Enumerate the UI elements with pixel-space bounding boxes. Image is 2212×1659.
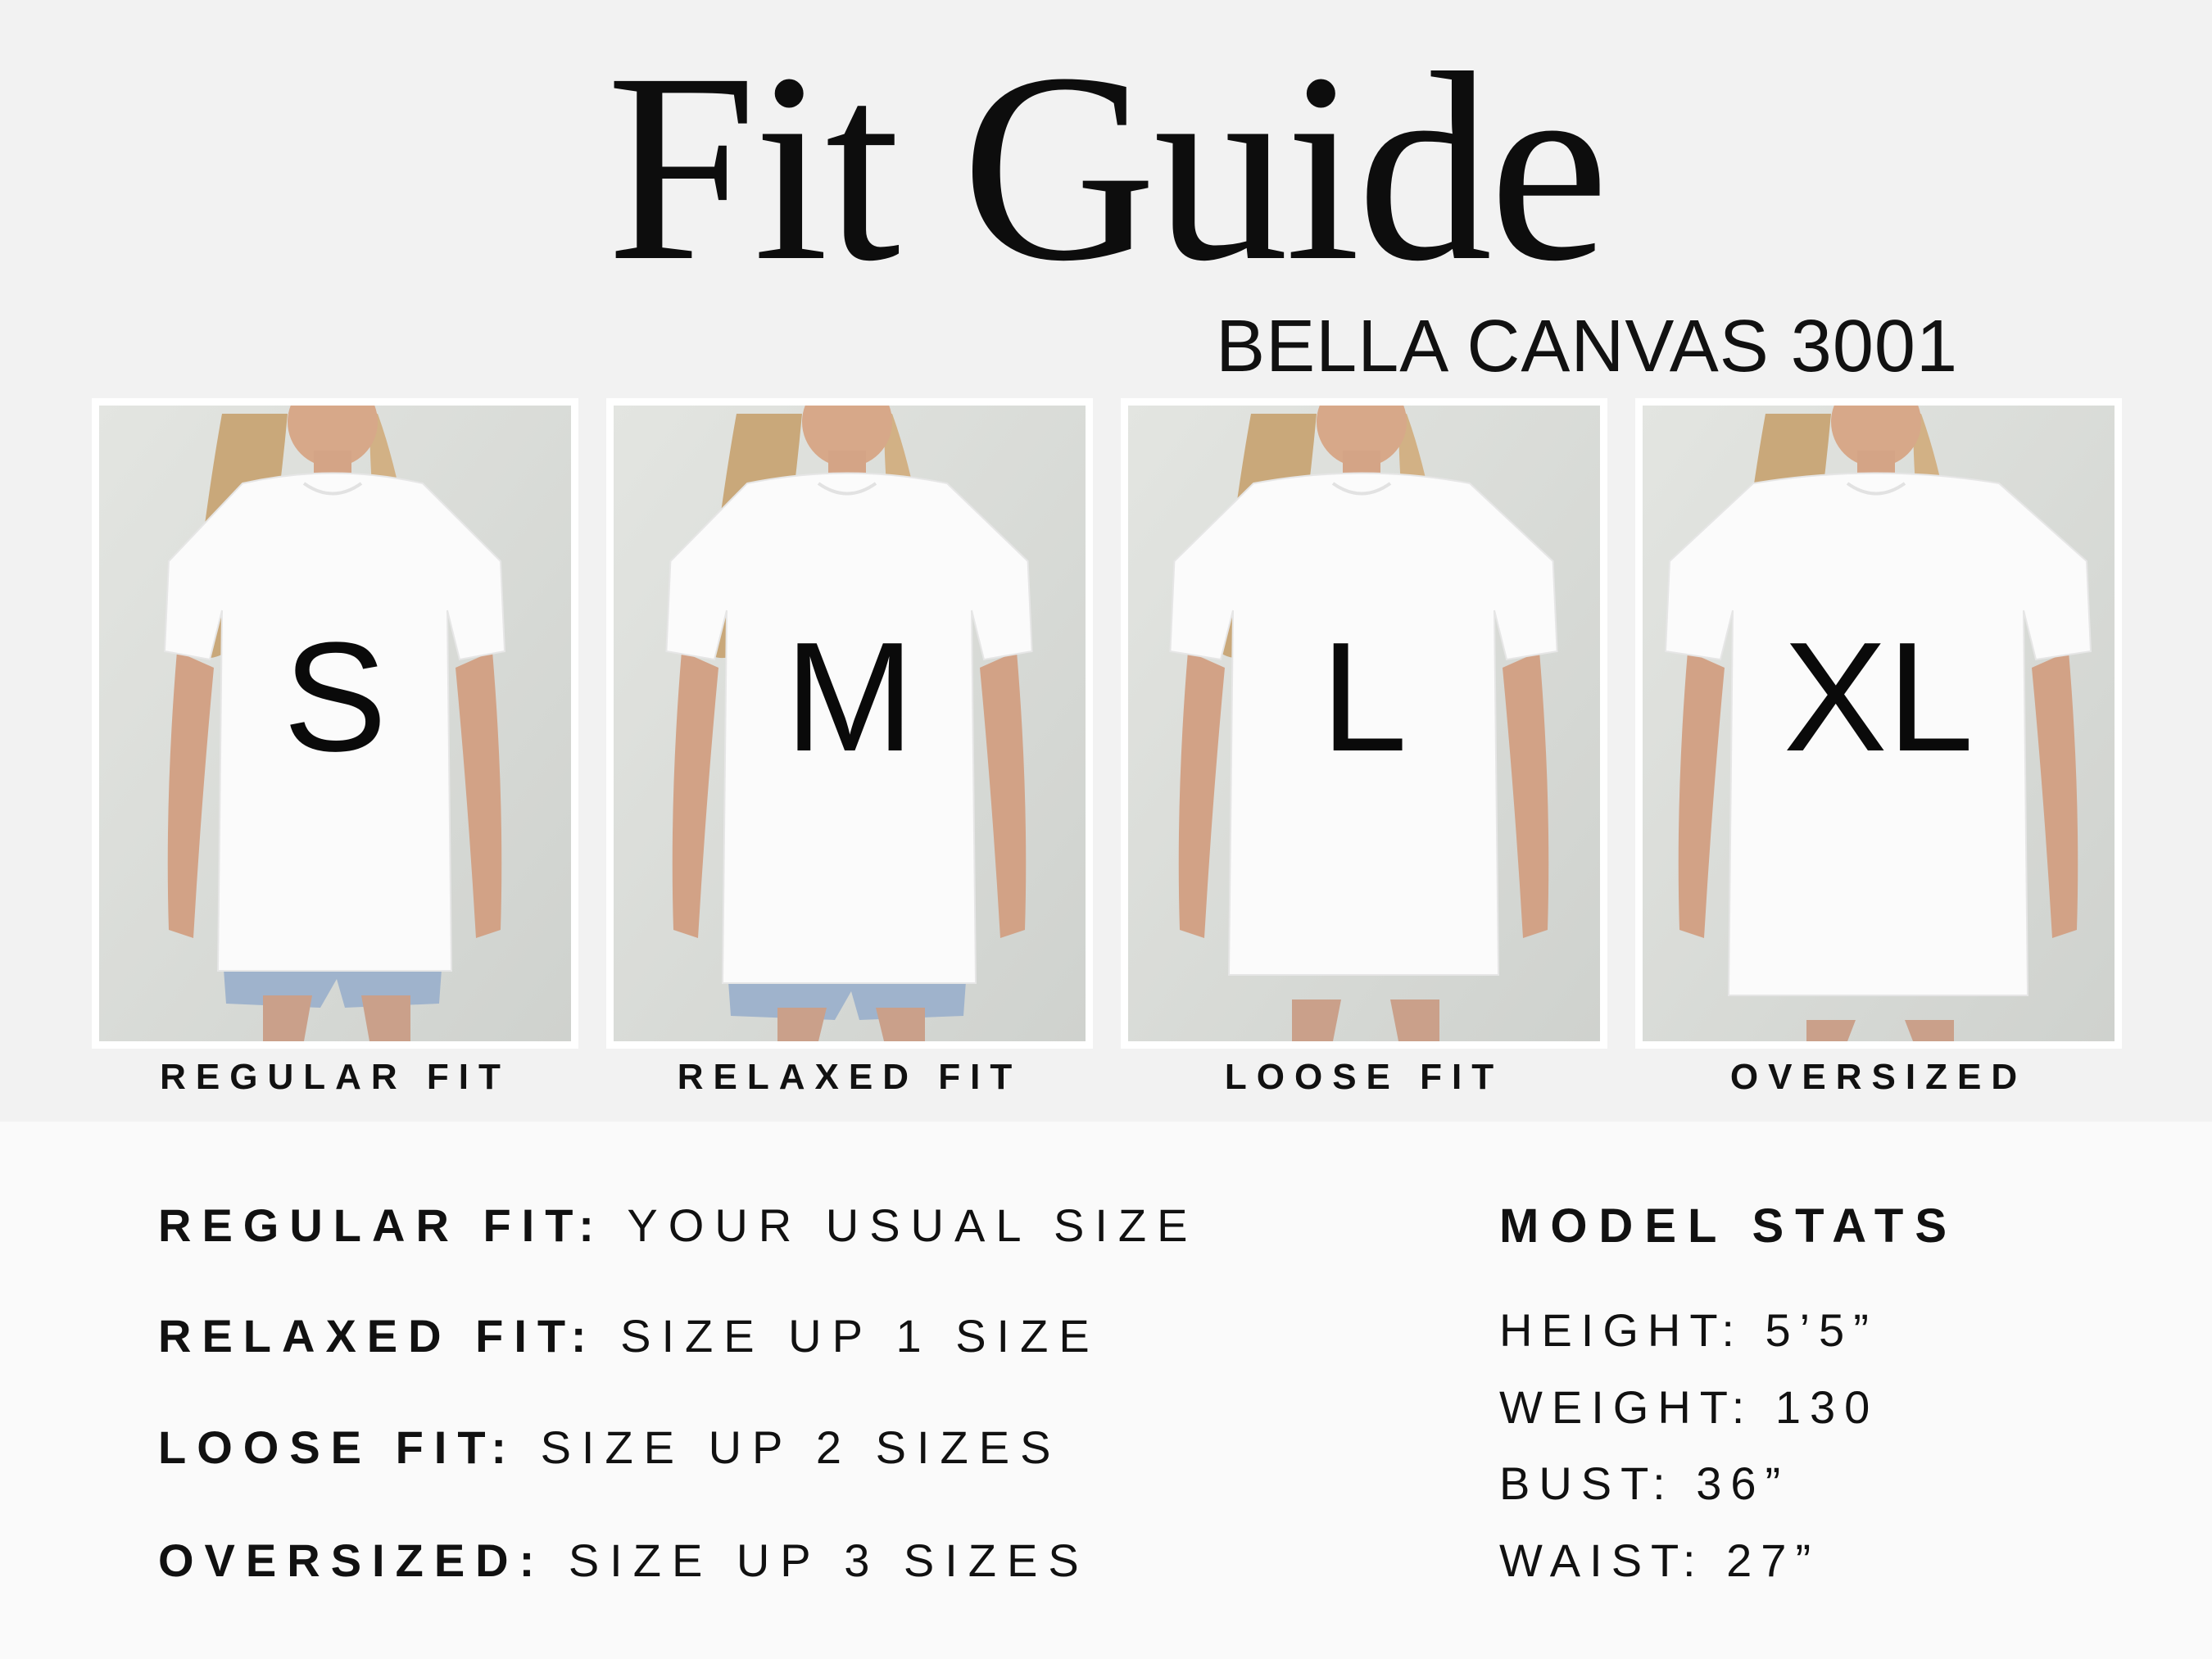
rule-text: YOUR USUAL SIZE [627,1199,1199,1251]
stat-waist: WAIST: 27” [1499,1534,1820,1586]
fit-photo-panel: XL [1635,398,2122,1049]
fit-label: REGULAR FIT [160,1057,510,1097]
rule-regular: REGULAR FIT: YOUR USUAL SIZE [158,1203,1198,1249]
rule-label: OVERSIZED: [158,1534,546,1586]
rule-label: LOOSE FIT: [158,1421,517,1473]
fit-label: OVERSIZED [1729,1057,2028,1097]
model-photo [614,406,1086,1041]
rule-text: SIZE UP 2 SIZES [540,1421,1062,1473]
rule-text: SIZE UP 3 SIZES [568,1534,1090,1586]
info-section [0,1122,2212,1659]
stat-weight: WEIGHT: 130 [1499,1381,1879,1433]
stat-bust: BUST: 36” [1499,1457,1790,1509]
model-photo [1128,406,1600,1041]
size-letter: S [283,610,388,784]
rule-label: RELAXED FIT: [158,1310,597,1362]
fit-photo-panel: L [1121,398,1607,1049]
model-photo [99,406,571,1041]
rule-oversized: OVERSIZED: SIZE UP 3 SIZES [158,1538,1090,1584]
page-title: Fit Guide [606,18,1609,317]
rule-loose: LOOSE FIT: SIZE UP 2 SIZES [158,1425,1061,1471]
stat-height: HEIGHT: 5’5” [1499,1304,1878,1356]
fit-photo-panel: S [92,398,578,1049]
size-letter: M [784,610,915,784]
fit-label: LOOSE FIT [1224,1057,1504,1097]
rule-label: REGULAR FIT: [158,1199,605,1251]
fit-label: RELAXED FIT [677,1057,1022,1097]
model-photo [1643,406,2115,1041]
model-stats-title: MODEL STATS [1499,1199,1958,1253]
size-letter: L [1321,610,1407,784]
rule-relaxed: RELAXED FIT: SIZE UP 1 SIZE [158,1313,1100,1359]
product-subtitle: BELLA CANVAS 3001 [1216,306,1958,388]
size-letter: XL [1783,610,1974,784]
rule-text: SIZE UP 1 SIZE [620,1310,1100,1362]
fit-photo-panel: M [606,398,1093,1049]
